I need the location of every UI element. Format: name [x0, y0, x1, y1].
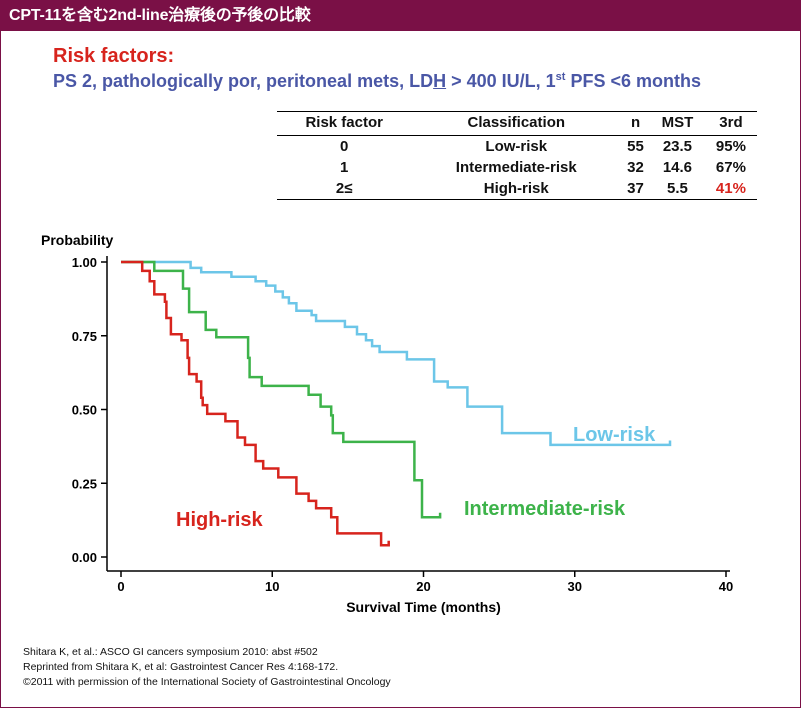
series-line-low-risk	[121, 260, 672, 447]
y-tick-label: 0.50	[72, 403, 97, 418]
cell-n: 55	[627, 138, 644, 155]
cell-classification: High-risk	[411, 178, 622, 200]
slide-title: CPT-11を含む2nd-line治療後の予後の比較	[1, 1, 800, 31]
x-tick-label: 0	[117, 579, 124, 594]
desc-prefix: PS 2, pathologically por, peritoneal met…	[53, 71, 434, 91]
desc-underlined: H	[433, 71, 447, 91]
cell-factor: 0	[340, 138, 349, 155]
citation-line: Shitara K, et al.: ASCO GI cancers sympo…	[23, 646, 318, 658]
header-mst: MST	[649, 111, 705, 136]
series-label-high-risk: High-risk	[176, 509, 264, 531]
cell-factor: 2≤	[277, 178, 412, 200]
table-row: 1 Intermediate-risk 32 14.6 67%	[277, 157, 757, 178]
risk-factors-description: PS 2, pathologically por, peritoneal met…	[53, 71, 701, 92]
citation-line: Reprinted from Shitara K, et al: Gastroi…	[23, 661, 339, 673]
table-row: 2≤ High-risk 37 5.5 41%	[277, 178, 757, 200]
x-axis-title: Survival Time (months)	[346, 599, 501, 615]
cell-factor: 1	[340, 159, 349, 176]
header-3rd: 3rd	[704, 111, 757, 136]
desc-suffix: PFS <6 months	[565, 71, 701, 91]
header-classification: Classification	[411, 111, 622, 136]
y-axis-title: Probability	[41, 232, 114, 248]
risk-table: Risk factor Classification n MST 3rd 0 L…	[277, 111, 757, 200]
cell-n: 37	[621, 178, 650, 200]
desc-sup: st	[555, 71, 566, 83]
header-n: n	[621, 111, 650, 136]
cell-mst: 23.5	[662, 138, 693, 155]
km-survival-chart: 0.00 0.25 0.50 0.75 1.00 0 10 20 30 40 Probability…	[41, 232, 733, 615]
y-tick-label: 0.75	[72, 329, 97, 344]
cell-classification: Intermediate-risk	[455, 159, 577, 176]
cell-third: 95%	[715, 138, 746, 155]
x-tick-label: 30	[568, 579, 582, 594]
cell-n: 32	[627, 159, 644, 176]
cell-classification: Low-risk	[485, 138, 548, 155]
x-tick-label: 20	[416, 579, 430, 594]
cell-mst: 5.5	[649, 178, 705, 200]
risk-factors-title: Risk factors:	[53, 45, 175, 67]
x-tick-label: 10	[265, 579, 279, 594]
table-header-row: Risk factor Classification n MST 3rd	[277, 111, 757, 136]
citation-footer: Shitara K, et al.: ASCO GI cancers sympo…	[23, 645, 391, 690]
citation-line: ©2011 with permission of the Internation…	[23, 676, 391, 688]
series-label-intermediate-risk: Intermediate-risk	[464, 498, 626, 520]
series-line-intermediate-risk	[121, 260, 442, 519]
series-label-low-risk: Low-risk	[573, 424, 656, 446]
table-row: 0 Low-risk 55 23.5 95%	[277, 136, 757, 158]
cell-mst: 14.6	[662, 159, 693, 176]
y-tick-label: 0.00	[72, 550, 97, 565]
desc-middle: > 400 IU/L, 1	[446, 71, 556, 91]
x-tick-label: 40	[719, 579, 733, 594]
series-line-high-risk	[121, 260, 390, 547]
cell-third: 41%	[704, 178, 757, 200]
header-risk-factor: Risk factor	[277, 111, 412, 136]
cell-third: 67%	[715, 159, 746, 176]
y-tick-label: 0.25	[72, 476, 97, 491]
y-tick-label: 1.00	[72, 255, 97, 270]
